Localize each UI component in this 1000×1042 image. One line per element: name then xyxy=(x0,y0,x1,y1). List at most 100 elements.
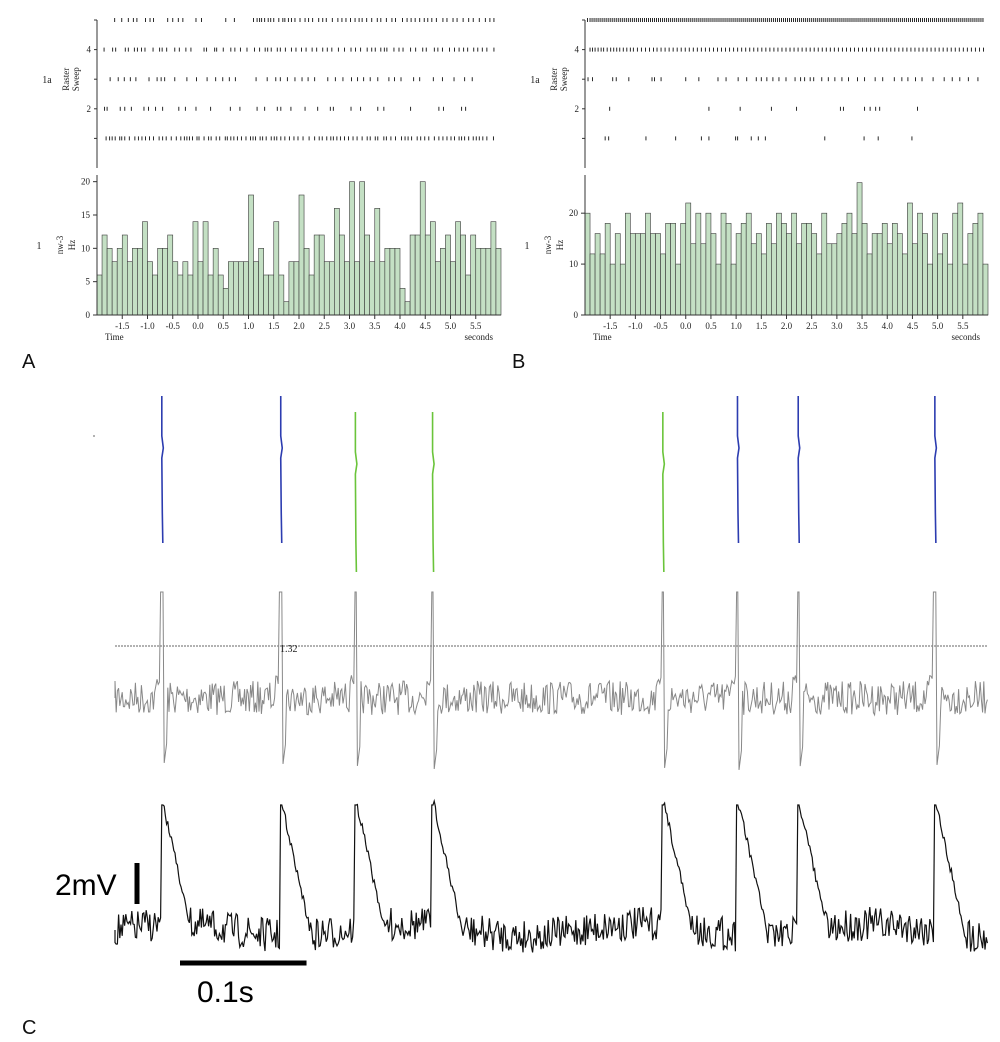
psth-bar xyxy=(630,233,636,316)
psth-xtick-label: 2.5 xyxy=(319,321,331,331)
panel-a-group: 2 4 1a Raster Sweep 0 5 10 15 20 -1.5 -1.0 -0.5 0.0 0.… xyxy=(37,18,502,342)
psth-bar xyxy=(465,274,471,316)
psth-bar xyxy=(192,221,199,316)
psth-bar xyxy=(379,261,386,316)
panel-label-b: B xyxy=(512,351,525,373)
psth-bar xyxy=(786,233,792,316)
scalebar-x-label: 0.1s xyxy=(197,976,254,1009)
sorted-spike-waveform xyxy=(797,396,801,544)
psth-bar xyxy=(116,248,123,316)
psth-bar xyxy=(937,253,943,316)
psth-bar xyxy=(394,248,401,316)
psth-bar xyxy=(137,248,143,316)
psth-bar xyxy=(480,248,487,316)
psth-bar xyxy=(891,223,898,316)
psth-bar xyxy=(584,212,591,316)
psth-ytick-label: 20 xyxy=(81,177,91,187)
psth-xtick-label: 4.0 xyxy=(394,321,406,331)
psth-bar xyxy=(927,263,933,316)
sorted-spike-waveform xyxy=(736,396,740,544)
psth-bar xyxy=(846,212,853,316)
psth-xtick-label: 3.5 xyxy=(369,321,381,331)
scalebar-y-label: 2mV xyxy=(55,869,117,902)
psth-xlabel-right: seconds xyxy=(465,332,494,342)
psth-bar xyxy=(414,234,421,316)
threshold-label: 1.32 xyxy=(280,644,298,655)
psth-xtick-label: 4.5 xyxy=(907,321,919,331)
psth-bar xyxy=(106,248,113,316)
psth-ylabel-bottom: Hz xyxy=(555,240,565,251)
psth-bar xyxy=(952,212,959,316)
psth-bar xyxy=(212,248,219,316)
psth-ytick-label: 10 xyxy=(81,243,91,253)
psth-bar xyxy=(886,243,893,316)
psth-bar xyxy=(96,274,103,316)
psth-bar xyxy=(132,248,138,316)
psth-bar xyxy=(455,221,461,316)
psth-bar xyxy=(665,223,671,316)
psth-bar xyxy=(293,261,300,316)
psth-bar xyxy=(725,223,732,316)
psth-bar xyxy=(228,261,234,316)
psth-bar xyxy=(851,233,858,316)
psth-bar xyxy=(831,243,838,316)
psth-bar xyxy=(866,253,873,316)
psth-bar xyxy=(720,212,727,316)
psth-bar xyxy=(705,212,712,316)
psth-bar xyxy=(655,233,661,316)
psth-xtick-label: 2.0 xyxy=(293,321,305,331)
psth-bar xyxy=(645,212,651,316)
psth-bar xyxy=(755,233,762,316)
psth-bar xyxy=(962,263,969,316)
psth-bar xyxy=(624,212,631,316)
psth-bar xyxy=(609,263,616,316)
psth-bar xyxy=(207,274,214,316)
psth-bar xyxy=(876,233,883,316)
psth-xtick-label: 0.5 xyxy=(218,321,230,331)
psth-bar xyxy=(339,234,345,316)
psth-bar xyxy=(589,253,596,316)
psth-bar xyxy=(635,233,641,316)
psth-bar xyxy=(791,212,797,316)
psth-xtick-label: -1.5 xyxy=(603,321,618,331)
psth-bar xyxy=(354,261,360,316)
sorted-spike-waveform xyxy=(934,396,938,544)
raster-ytick-label: 4 xyxy=(87,45,92,55)
raw-trace xyxy=(114,798,988,953)
psth-bar xyxy=(217,274,224,316)
psth-channel-label: 1 xyxy=(525,241,530,252)
psth-bar xyxy=(861,223,868,316)
psth-bar xyxy=(233,261,239,316)
sorted-spike-waveform xyxy=(662,412,666,573)
psth-bar xyxy=(801,223,807,316)
raster-ylabel-bottom: Sweep xyxy=(559,67,569,91)
psth-bar xyxy=(384,248,391,316)
raster-ytick-label: 4 xyxy=(575,45,580,55)
psth-bar xyxy=(111,261,118,316)
psth-xtick-label: 1.5 xyxy=(268,321,280,331)
psth-bar xyxy=(972,223,979,316)
psth-bar xyxy=(897,233,903,316)
psth-bar xyxy=(303,248,310,316)
psth-bar xyxy=(957,202,964,316)
psth-bar xyxy=(776,212,782,316)
psth-ytick-label: 20 xyxy=(569,208,579,218)
psth-xtick-label: 0.0 xyxy=(680,321,692,331)
psth-xtick-label: -1.5 xyxy=(115,321,130,331)
psth-bar xyxy=(806,223,812,316)
psth-bar xyxy=(881,223,888,316)
psth-bar xyxy=(947,263,954,316)
psth-xtick-label: 1.0 xyxy=(243,321,255,331)
psth-bar xyxy=(811,233,818,316)
raster-ytick-label: 2 xyxy=(575,104,580,114)
psth-bar xyxy=(836,233,843,316)
psth-bar xyxy=(374,208,381,316)
psth-bar xyxy=(243,261,249,316)
psth-bar xyxy=(152,274,158,316)
panel-label-c: C xyxy=(22,1017,36,1039)
psth-bar xyxy=(470,234,477,316)
psth-bar xyxy=(435,261,441,316)
psth-xtick-label: 1.0 xyxy=(731,321,743,331)
psth-bar xyxy=(167,234,174,316)
psth-bar xyxy=(640,233,646,316)
